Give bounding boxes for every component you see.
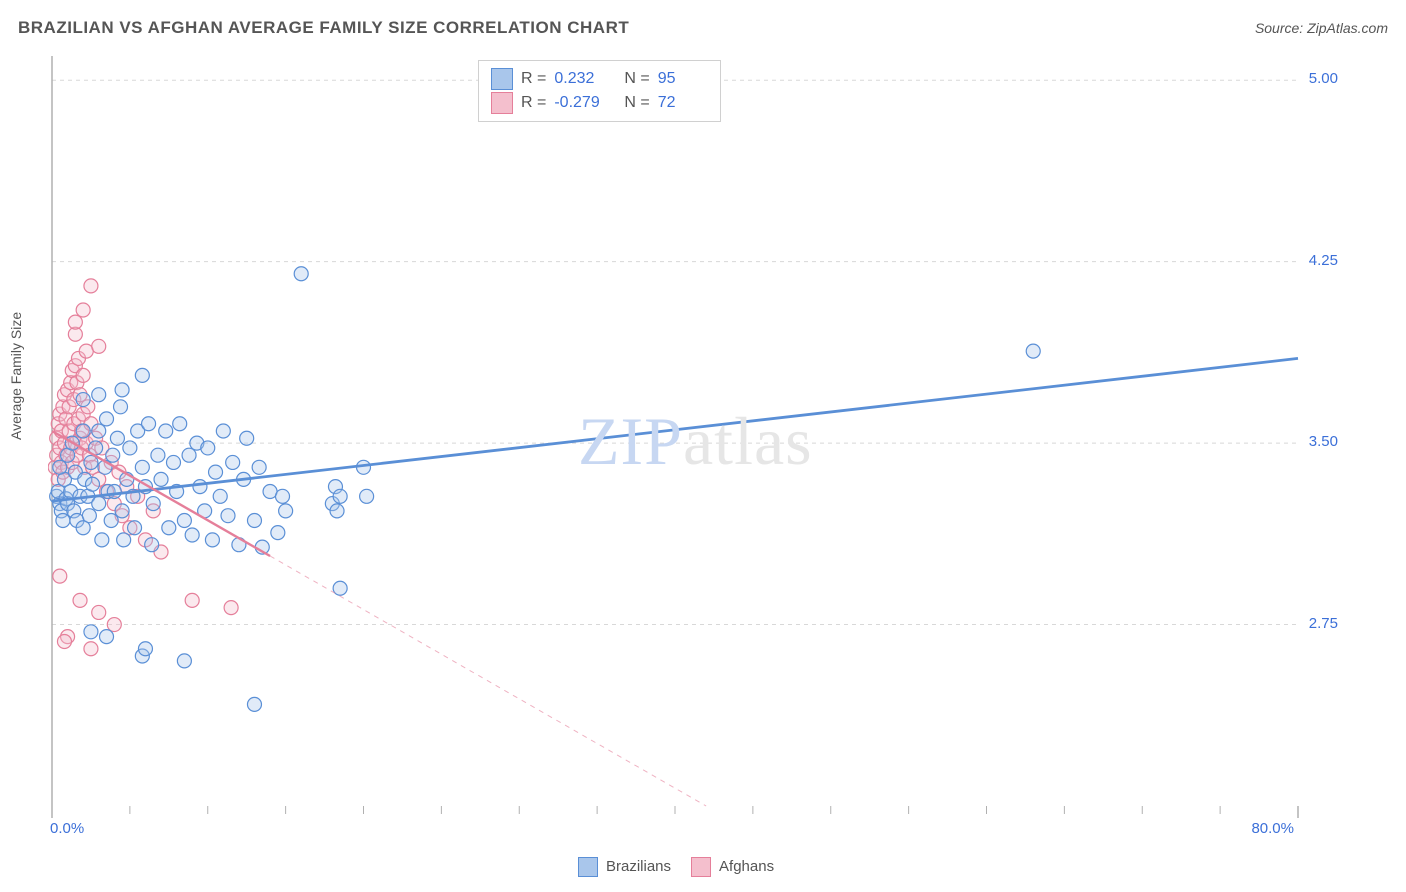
x-tick-label: 0.0% [50,820,84,837]
corr-legend-row: R = -0.279 N = 72 [491,91,708,115]
legend-n-label: N = [624,91,649,115]
legend-swatch [578,857,598,877]
legend-r-value: 0.232 [554,67,616,91]
y-tick-label: 3.50 [1309,433,1338,450]
legend-n-value: 72 [658,91,708,115]
series-legend-item: Afghans [691,856,774,879]
y-tick-label: 2.75 [1309,615,1338,632]
correlation-legend: R = 0.232 N = 95 R = -0.279 N = 72 [478,60,721,122]
y-axis-label: Average Family Size [8,312,24,440]
legend-n-label: N = [624,67,649,91]
series-legend: Brazilians Afghans [578,856,774,879]
series-name: Afghans [719,856,774,879]
chart-title: BRAZILIAN VS AFGHAN AVERAGE FAMILY SIZE … [18,18,629,38]
y-tick-label: 4.25 [1309,252,1338,269]
chart-area: ZIPatlas R =0.232N =95R =-0.279N =72 Bra… [48,52,1348,842]
series-name: Brazilians [606,856,671,879]
legend-r-value: -0.279 [554,91,616,115]
legend-r-label: R = [521,67,546,91]
y-tick-label: 5.00 [1309,70,1338,87]
legend-r-label: R = [521,91,546,115]
scatter-chart [48,52,1348,842]
source-label: Source: ZipAtlas.com [1255,20,1388,36]
legend-swatch [491,92,513,114]
legend-swatch [491,68,513,90]
legend-n-value: 95 [658,67,708,91]
series-legend-item: Brazilians [578,856,671,879]
corr-legend-row: R = 0.232 N = 95 [491,67,708,91]
x-tick-label: 80.0% [1251,820,1294,837]
legend-swatch [691,857,711,877]
